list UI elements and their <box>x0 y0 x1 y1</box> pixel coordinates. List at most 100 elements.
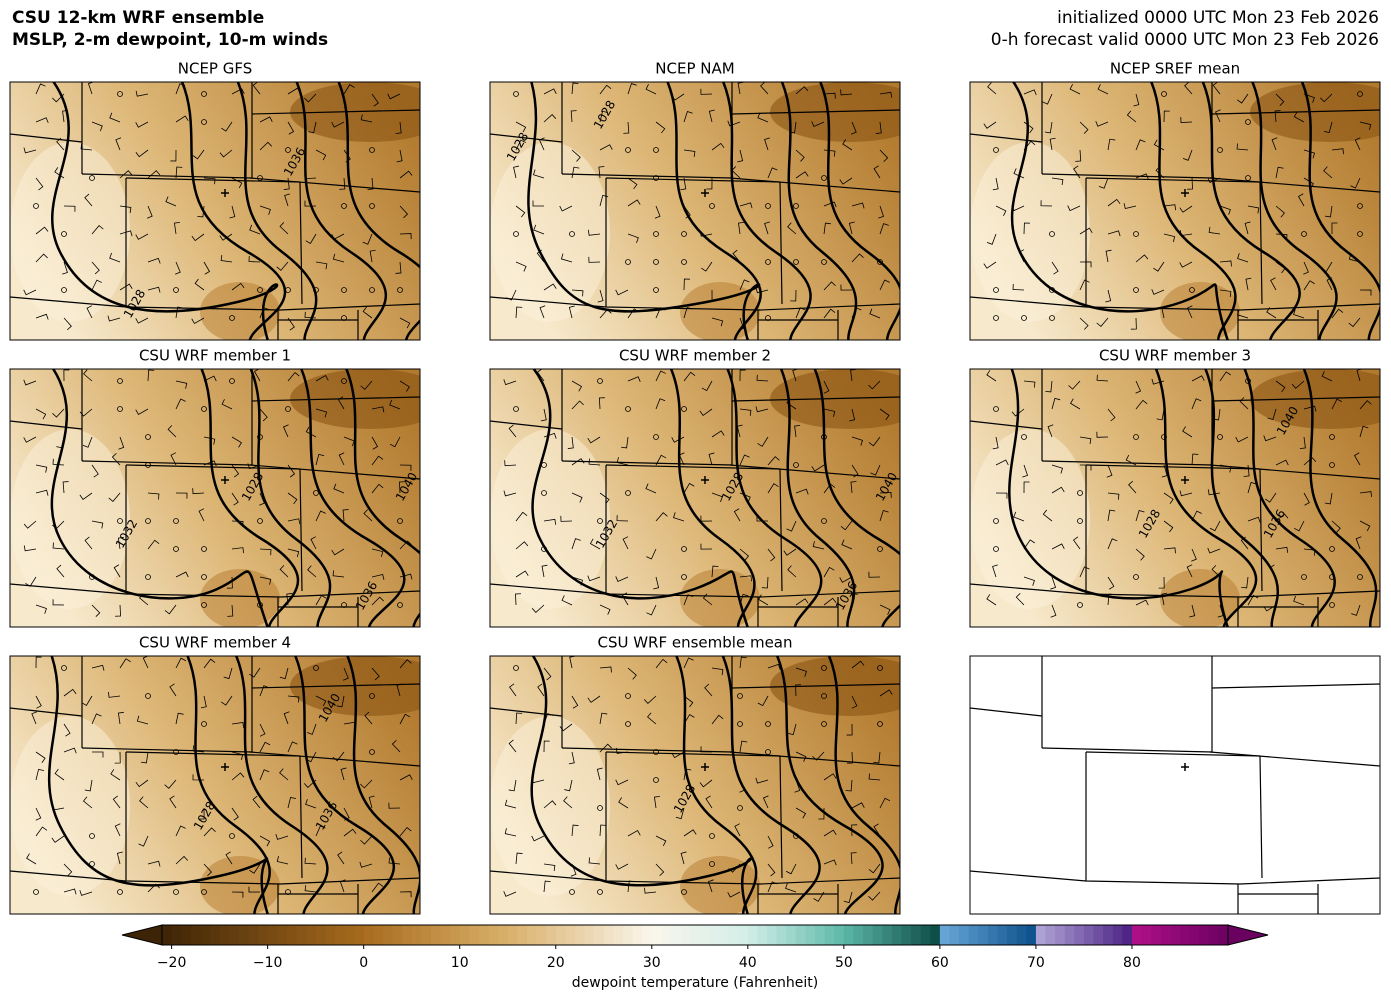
wind-barb <box>399 170 413 179</box>
wind-barb <box>811 121 825 127</box>
wind-barb <box>1244 221 1251 235</box>
wind-barb <box>790 289 797 302</box>
colorbar-bin <box>277 925 288 945</box>
calm-wind <box>257 287 263 293</box>
wind-barb <box>287 121 295 135</box>
wind-barb <box>304 173 317 180</box>
state-border <box>731 683 900 689</box>
wind-barb <box>704 683 713 697</box>
wind-barb <box>1107 198 1121 207</box>
wind-barb <box>315 149 327 161</box>
wind-barb <box>840 284 853 291</box>
wind-barb <box>868 863 881 874</box>
calm-wind <box>1077 518 1083 524</box>
wind-barb <box>1359 520 1371 532</box>
wind-barb <box>108 492 121 503</box>
wind-barb <box>737 149 744 163</box>
wind-barb <box>879 223 889 235</box>
wind-barb <box>191 317 205 325</box>
calm-wind <box>653 231 659 237</box>
calm-wind <box>145 574 151 580</box>
wind-barb <box>1267 408 1277 421</box>
colorbar-bin <box>1170 925 1181 945</box>
wind-barb <box>1023 481 1030 494</box>
wind-barb <box>1348 253 1361 263</box>
wind-barb <box>371 882 384 893</box>
wind-barb <box>396 149 403 163</box>
wind-barb <box>1212 82 1221 95</box>
wind-barb <box>304 93 317 103</box>
wind-barb <box>983 261 997 269</box>
wind-barb <box>175 83 186 95</box>
wind-barb <box>850 481 857 494</box>
wind-barb <box>231 772 245 781</box>
wind-barb <box>1105 249 1112 263</box>
wind-barb <box>515 511 528 522</box>
wind-barb <box>599 604 611 615</box>
wind-barb <box>1151 289 1165 295</box>
wind-barb <box>203 863 213 877</box>
wind-barb <box>231 722 245 728</box>
wind-barb <box>147 860 161 867</box>
wind-barb <box>599 144 613 151</box>
wind-barb <box>23 520 37 529</box>
isobar <box>50 82 279 340</box>
wind-barb <box>869 308 881 319</box>
colorbar-extend-high <box>1227 924 1269 946</box>
wind-barb <box>231 177 243 189</box>
wind-barb <box>164 779 177 789</box>
colorbar-bin <box>190 925 201 945</box>
wind-barb <box>655 454 667 466</box>
wind-barb <box>727 891 741 898</box>
wind-barb <box>543 800 557 809</box>
wind-barb <box>1023 539 1035 550</box>
wind-barb <box>571 538 581 550</box>
state-border <box>10 420 83 430</box>
wind-barb <box>1051 261 1059 275</box>
wind-barb <box>1303 93 1315 103</box>
wind-barb <box>136 715 149 725</box>
wind-barb <box>823 859 837 866</box>
wind-barb <box>1106 464 1113 478</box>
wind-barb <box>587 695 601 703</box>
wind-barb <box>532 169 545 179</box>
wind-barb <box>571 400 584 410</box>
calm-wind <box>541 490 547 496</box>
wind-barb <box>764 137 770 151</box>
wind-barb <box>1069 398 1081 410</box>
wind-barb <box>147 257 161 264</box>
calm-wind <box>285 147 291 153</box>
wind-barb <box>873 823 881 837</box>
wind-barb <box>683 149 696 157</box>
wind-barb <box>167 425 177 438</box>
wind-barb <box>1153 261 1165 272</box>
wind-barb <box>1320 93 1333 103</box>
wind-barb <box>598 397 605 410</box>
wind-barb <box>1186 305 1193 319</box>
wind-barb <box>1107 230 1121 237</box>
site-marker <box>1181 189 1189 197</box>
wind-barb <box>117 711 124 725</box>
colorbar-tick-label: 70 <box>1027 955 1045 971</box>
wind-barb <box>739 202 753 209</box>
wind-barb <box>711 317 724 327</box>
wind-barb <box>1351 604 1361 616</box>
wind-barb <box>52 458 65 466</box>
colorbar-frame <box>161 924 1229 946</box>
state-border <box>970 296 1380 311</box>
wind-barb <box>287 87 301 95</box>
wind-barb <box>536 249 545 263</box>
wind-barb <box>734 823 741 837</box>
wind-barb <box>1299 436 1306 450</box>
calm-wind <box>765 203 771 209</box>
wind-barb <box>851 307 862 319</box>
wind-barb <box>389 399 401 410</box>
colorbar-bin <box>517 925 528 945</box>
wind-barb <box>54 768 65 781</box>
calm-wind <box>877 546 883 552</box>
wind-barb <box>304 885 317 893</box>
wind-barb <box>1207 547 1221 554</box>
wind-barb <box>363 509 373 522</box>
calm-wind <box>821 721 827 727</box>
wind-barb <box>755 406 769 413</box>
